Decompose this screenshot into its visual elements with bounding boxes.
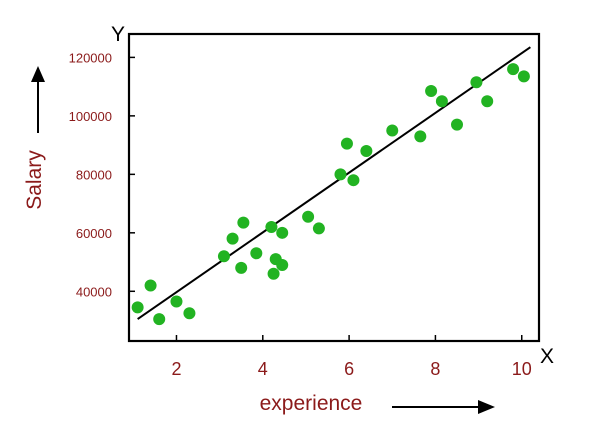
- data-point: [183, 307, 196, 320]
- data-point: [425, 85, 438, 98]
- x-axis-title: experience: [260, 392, 363, 415]
- data-point: [144, 279, 157, 292]
- data-point: [153, 313, 166, 326]
- y-tick-label: 100000: [69, 109, 112, 124]
- data-point: [347, 174, 360, 187]
- y-tick-label: 120000: [69, 50, 112, 65]
- x-tick-label: 2: [171, 359, 181, 379]
- data-point: [237, 216, 250, 229]
- data-point: [470, 76, 483, 89]
- x-axis-letter: X: [540, 345, 554, 368]
- data-point: [334, 168, 347, 181]
- y-axis-letter: Y: [111, 23, 125, 46]
- y-axis-arrow: [31, 66, 45, 133]
- trend-line: [137, 46, 531, 320]
- data-point: [414, 130, 427, 143]
- data-point: [235, 261, 248, 274]
- data-point: [507, 63, 520, 76]
- data-point: [267, 267, 280, 280]
- data-point: [276, 226, 289, 239]
- x-tick-label: 4: [258, 359, 268, 379]
- data-point: [451, 118, 463, 131]
- data-point: [131, 301, 144, 314]
- data-point: [226, 232, 239, 245]
- y-tick-label: 60000: [76, 226, 112, 241]
- x-tick-label: 6: [344, 359, 354, 379]
- y-tick-label: 40000: [76, 284, 112, 299]
- data-point: [276, 258, 289, 271]
- data-point: [170, 295, 183, 308]
- data-point: [481, 95, 494, 108]
- data-point: [312, 222, 325, 235]
- data-point: [217, 250, 230, 263]
- y-axis-title: Salary: [23, 150, 46, 210]
- data-point: [517, 70, 530, 83]
- data-point: [250, 247, 263, 260]
- data-point: [340, 137, 353, 150]
- data-point: [360, 144, 373, 157]
- x-tick-label: 10: [512, 359, 532, 379]
- x-tick-label: 8: [430, 359, 440, 379]
- data-point: [435, 95, 448, 108]
- data-point: [386, 124, 399, 137]
- x-axis-arrow: [392, 400, 495, 414]
- data-point: [302, 210, 315, 223]
- plot-area: [127, 32, 541, 343]
- y-tick-label: 80000: [76, 167, 112, 182]
- data-point: [265, 220, 278, 233]
